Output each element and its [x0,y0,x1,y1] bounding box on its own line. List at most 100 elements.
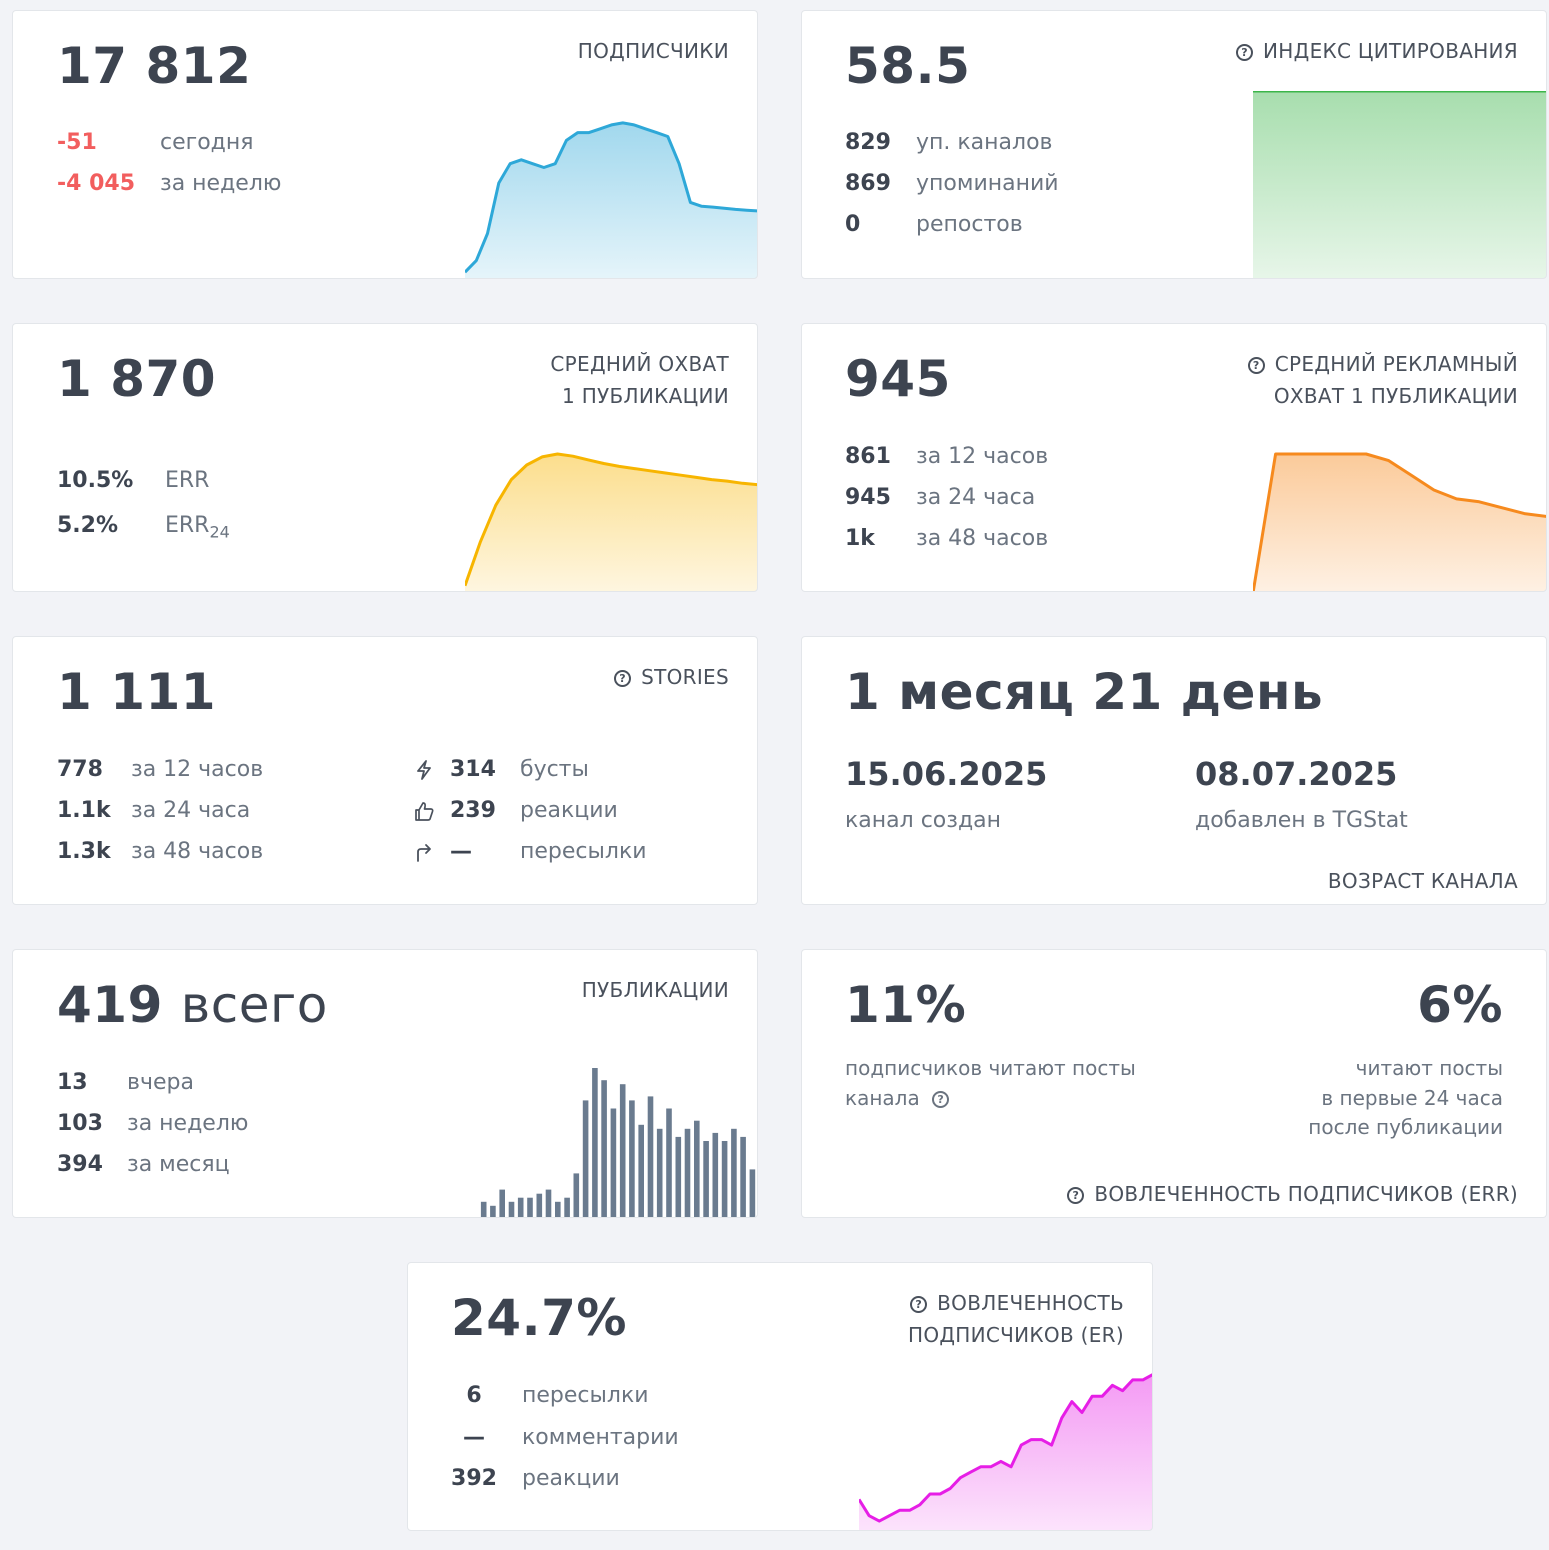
err-left-line1: подписчиков читают посты [845,1056,1136,1080]
ad-reach-title-line2: ОХВАТ 1 ПУБЛИКАЦИИ [1273,384,1518,408]
citation-title[interactable]: ? ИНДЕКС ЦИТИРОВАНИЯ [1236,35,1518,67]
chart-bar [582,1100,589,1217]
chart-bar [517,1197,524,1217]
stories-24h-value: 1.1k [57,798,111,823]
err-label: ERR [165,466,209,502]
chart-bar [740,1136,746,1217]
ad-reach-title[interactable]: ? СРЕДНИЙ РЕКЛАМНЫЙ ОХВАТ 1 ПУБЛИКАЦИИ [1247,348,1518,412]
stories-forwards-label: пересылки [520,839,647,864]
err-left-line2: канала ? [845,1083,959,1113]
chart-bar [647,1096,654,1217]
ad-reach-card[interactable]: 945 ? СРЕДНИЙ РЕКЛАМНЫЙ ОХВАТ 1 ПУБЛИКАЦИ… [801,323,1547,592]
chart-bar [555,1201,561,1217]
err24-label: ERR24 [165,511,230,547]
help-icon[interactable]: ? [614,670,632,687]
citation-reposts-value: 0 [845,212,861,237]
citation-title-text: ИНДЕКС ЦИТИРОВАНИЯ [1263,39,1518,63]
help-icon[interactable]: ? [910,1296,928,1313]
avg-reach-card[interactable]: 1 870 СРЕДНИЙ ОХВАТ 1 ПУБЛИКАЦИИ 10.5% E… [12,323,758,592]
err-title-text: ВОВЛЕЧЕННОСТЬ ПОДПИСЧИКОВ (ERR) [1094,1182,1518,1206]
ad-reach-48h-label: за 48 часов [916,526,1049,551]
chart-series-line [465,452,757,587]
citation-reposts-label: репостов [916,212,1023,237]
citation-card[interactable]: 58.5 ? ИНДЕКС ЦИТИРОВАНИЯ 829 уп. каналов… [801,10,1547,279]
chart-bar [666,1108,672,1217]
avg-reach-chart[interactable] [465,444,758,592]
chart-series-line [465,121,757,274]
chart-bar [573,1173,580,1217]
chart-bar [480,1201,487,1217]
err-title[interactable]: ? ВОВЛЕЧЕННОСТЬ ПОДПИСЧИКОВ (ERR) [1067,1178,1518,1210]
err-card[interactable]: 11% подписчиков читают посты канала ? 6%… [801,949,1547,1218]
stories-title[interactable]: ? STORIES [614,661,729,693]
err-left-line2-text: канала [845,1086,920,1110]
help-icon[interactable]: ? [1247,357,1265,374]
posts-title[interactable]: ПУБЛИКАЦИИ [581,978,729,1002]
err24-label-text: ERR [165,513,210,538]
subscribers-today-label: сегодня [160,130,254,155]
chart-area [1253,454,1546,591]
thumbs-up-icon [415,802,434,821]
er-reactions-label: реакции [522,1466,620,1491]
posts-chart[interactable] [479,1060,757,1218]
chart-bar [703,1141,709,1217]
created-label: канал создан [845,808,1002,833]
age-title[interactable]: ВОЗРАСТ КАНАЛА [1327,869,1518,893]
err-right-value: 6% [1417,976,1503,1034]
ad-reach-24h-label: за 24 часа [916,485,1036,510]
chart-bar [629,1100,635,1217]
ad-reach-value: 945 [845,350,951,408]
er-comments-value: — [463,1425,485,1450]
chart-bar [545,1189,552,1217]
er-card[interactable]: 24.7% ? ВОВЛЕЧЕННОСТЬ ПОДПИСЧИКОВ (ER) 6 … [407,1262,1153,1531]
err-label-text: ERR [165,468,210,493]
subscribers-title[interactable]: ПОДПИСЧИКИ [577,39,729,63]
er-title-line1: ВОВЛЕЧЕННОСТЬ [937,1291,1124,1315]
er-reactions-value: 392 [451,1466,497,1491]
err24-value: 5.2% [57,513,119,538]
chart-bar [592,1068,598,1217]
avg-reach-title[interactable]: СРЕДНИЙ ОХВАТ 1 ПУБЛИКАЦИИ [550,348,729,412]
stories-48h-value: 1.3k [57,839,111,864]
posts-count: 419 [57,976,163,1034]
posts-card[interactable]: 419 всего ПУБЛИКАЦИИ 13 вчера 103 за нед… [12,949,758,1218]
citation-mentions-value: 869 [845,171,891,196]
help-icon[interactable]: ? [1067,1187,1085,1204]
chart-area [465,454,757,591]
chart-bar [499,1189,505,1217]
ad-reach-chart[interactable] [1253,449,1547,592]
stories-12h-value: 778 [57,757,103,782]
chart-bar [656,1128,663,1217]
stories-boosts-value: 314 [450,757,496,782]
citation-mentions-label: упоминаний [916,171,1059,196]
stories-value: 1 111 [57,663,217,721]
stories-24h-label: за 24 часа [131,798,251,823]
chart-bar [712,1132,719,1217]
chart-area [859,1374,1152,1530]
created-date: 15.06.2025 [845,755,1048,793]
avg-reach-title-line2: 1 ПУБЛИКАЦИИ [562,384,729,408]
er-title[interactable]: ? ВОВЛЕЧЕННОСТЬ ПОДПИСЧИКОВ (ER) [908,1287,1124,1351]
citation-chart[interactable] [1253,91,1547,279]
ad-reach-12h-value: 861 [845,444,891,469]
stories-title-text: STORIES [641,665,729,689]
help-icon[interactable]: ? [1236,44,1254,61]
age-card[interactable]: 1 месяц 21 день 15.06.2025 канал создан … [801,636,1547,905]
subscribers-card[interactable]: 17 812 ПОДПИСЧИКИ -51 сегодня -4 045 за … [12,10,758,279]
subscribers-today-value: -51 [57,130,97,155]
chart-bar [721,1141,728,1217]
subscribers-chart[interactable] [465,111,758,279]
stories-card[interactable]: 1 111 ? STORIES 778 за 12 часов 1.1k за 2… [12,636,758,905]
avg-reach-value: 1 870 [57,350,217,408]
er-chart[interactable] [859,1363,1153,1531]
err-value: 10.5% [57,468,134,493]
chart-area [1253,91,1546,278]
err-left-value: 11% [845,976,967,1034]
subscribers-value: 17 812 [57,37,252,95]
help-icon[interactable]: ? [932,1091,950,1108]
posts-week-value: 103 [57,1111,103,1136]
stories-boosts-label: бусты [520,757,589,782]
share-arrow-icon [417,844,431,862]
stories-forwards-value: — [450,839,472,864]
stories-48h-label: за 48 часов [131,839,264,864]
